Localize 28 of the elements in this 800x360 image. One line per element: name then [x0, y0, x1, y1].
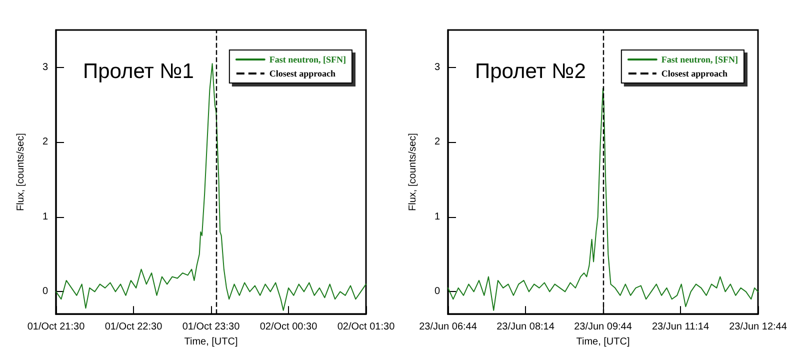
text: Пролет №1 — [83, 60, 194, 83]
x-axis-title: Time, [UTC] — [184, 336, 238, 348]
x-tick-label: 02/Oct 01:30 — [337, 322, 396, 333]
ref-line-label: Closest approach — [269, 68, 336, 78]
y-tick-label: 3 — [42, 62, 48, 73]
ref-line-label: Closest approach — [661, 68, 728, 78]
y-tick-label: 1 — [42, 211, 48, 222]
y-tick-label: 0 — [434, 286, 440, 298]
y-tick-label: 2 — [42, 136, 48, 148]
x-tick-label: 23/Jun 09:44 — [574, 322, 632, 333]
y-tick-label: 2 — [434, 136, 440, 148]
y-tick-label: 3 — [434, 62, 440, 73]
x-tick-label: 23/Jun 06:44 — [419, 322, 478, 333]
x-tick-label: 01/Oct 22:30 — [104, 322, 163, 333]
text: Пролет №2 — [475, 60, 586, 83]
x-tick-label: 23/Jun 08:14 — [496, 322, 555, 333]
y-tick-label: 1 — [434, 211, 440, 222]
x-tick-label: 23/Jun 12:44 — [729, 322, 788, 333]
y-axis-title: Flux, [counts/sec] — [16, 132, 26, 211]
x-tick-label: 01/Oct 23:30 — [182, 322, 240, 333]
x-tick-label: 02/Oct 00:30 — [260, 322, 318, 333]
legend-label: Fast neutron, [SFN] — [269, 54, 346, 64]
x-tick-label: 01/Oct 21:30 — [27, 322, 86, 333]
x-axis-title: Time, [UTC] — [576, 336, 630, 348]
x-tick-label: 23/Jun 11:14 — [652, 322, 710, 333]
y-axis-title: Flux, [counts/sec] — [408, 132, 418, 211]
y-tick-label: 0 — [42, 286, 48, 298]
legend-label: Fast neutron, [SFN] — [661, 54, 738, 64]
